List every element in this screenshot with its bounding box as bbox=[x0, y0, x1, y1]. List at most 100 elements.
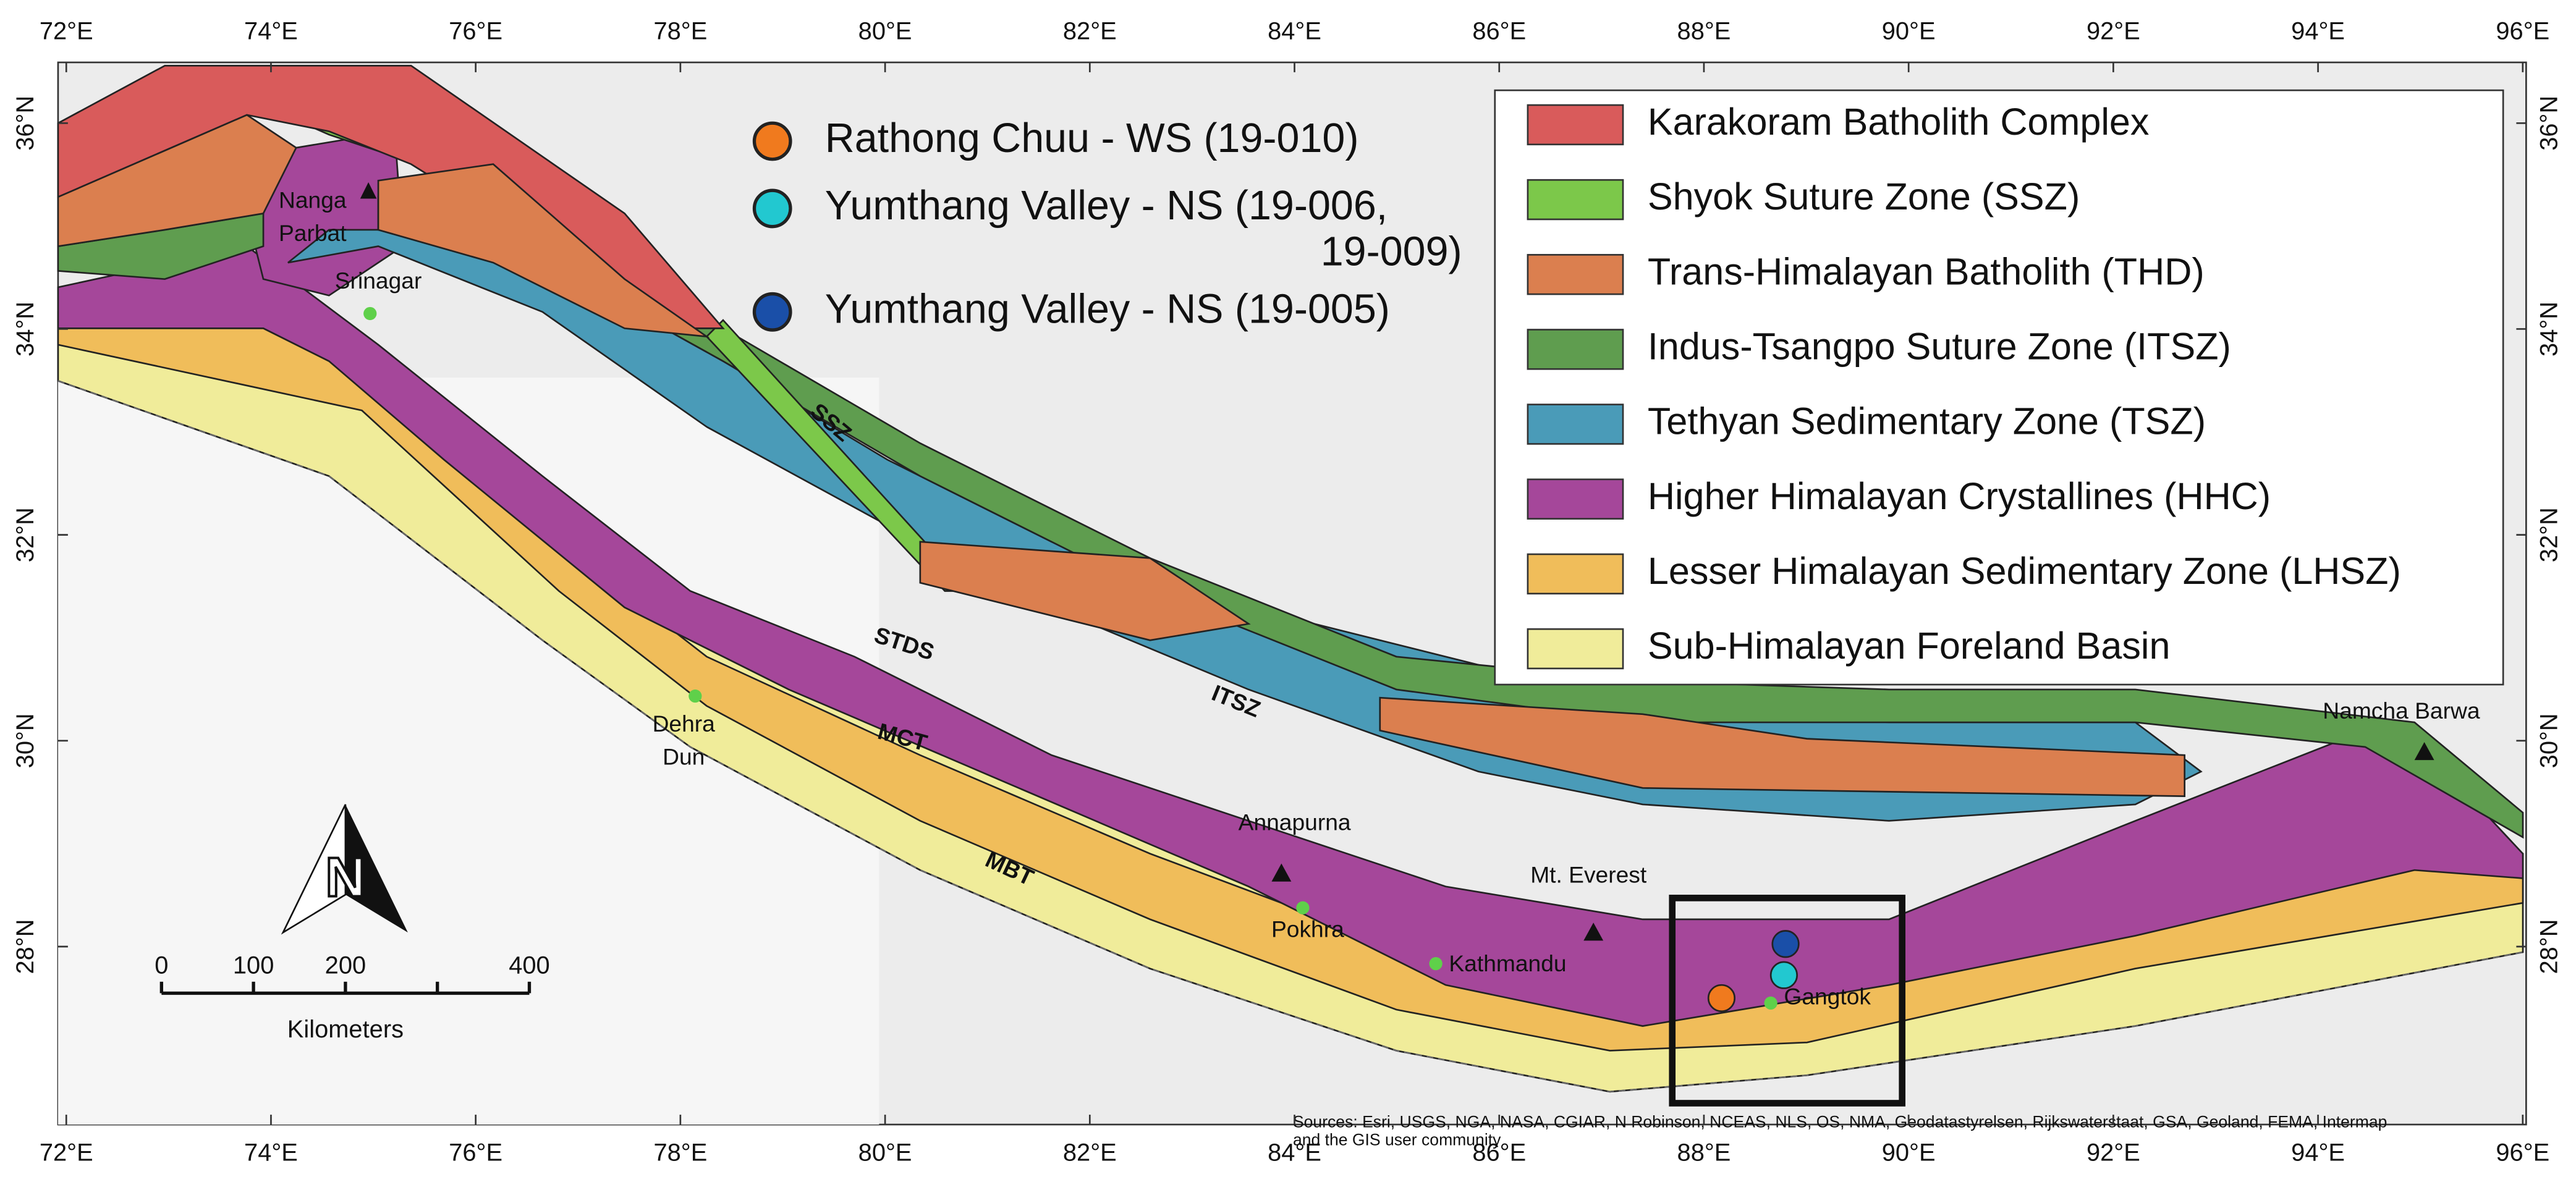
sample-marker bbox=[752, 292, 792, 332]
lon-label: 82°E bbox=[1063, 18, 1117, 45]
legend-label: Karakoram Batholith Complex bbox=[1648, 101, 2150, 143]
lon-label: 88°E bbox=[1677, 18, 1731, 45]
geology bbox=[57, 64, 2524, 1093]
sources: and the GIS user community bbox=[1293, 1131, 1501, 1149]
lat-label: 30°N bbox=[12, 713, 39, 768]
legend-swatch bbox=[1527, 478, 1624, 520]
lon-label: 86°E bbox=[1472, 18, 1526, 45]
lon-label: 72°E bbox=[40, 18, 93, 45]
thd-west bbox=[57, 114, 297, 248]
sample-point bbox=[1769, 961, 1798, 989]
scale-label: 200 bbox=[325, 952, 366, 979]
sample-label: Rathong Chuu - WS (19-010) bbox=[825, 116, 1359, 161]
sample-legend: Rathong Chuu - WS (19-010) Yumthang Valle… bbox=[752, 116, 1462, 332]
place-label: Nanga bbox=[279, 187, 347, 213]
lon-label: 76°E bbox=[449, 1139, 502, 1166]
north-label: N bbox=[325, 846, 365, 909]
lon-label: 78°E bbox=[653, 18, 707, 45]
lon-label: 86°E bbox=[1472, 1139, 1526, 1166]
lon-label: 96°E bbox=[2496, 1139, 2549, 1166]
lon-label: 80°E bbox=[858, 18, 912, 45]
place-label: Parbat bbox=[279, 220, 347, 246]
lon-label: 94°E bbox=[2291, 18, 2345, 45]
lat-label: 28°N bbox=[2536, 919, 2563, 974]
legend-label: Higher Himalayan Crystallines (HHC) bbox=[1648, 475, 2271, 517]
scale-label: 100 bbox=[233, 952, 274, 979]
peak bbox=[1583, 922, 1604, 941]
lat-label: 32°N bbox=[12, 507, 39, 562]
city bbox=[1764, 996, 1777, 1010]
thd-ladakh bbox=[377, 163, 710, 338]
peak bbox=[2414, 741, 2434, 761]
scale-label: 400 bbox=[509, 952, 549, 979]
place-label: Dehra bbox=[653, 711, 716, 737]
thd-east bbox=[1379, 696, 2186, 797]
legend-swatch bbox=[1527, 254, 1624, 295]
lon-label: 78°E bbox=[653, 1139, 707, 1166]
scale-label: 0 bbox=[155, 952, 168, 979]
legend: Karakoram Batholith Complex Shyok Suture … bbox=[1527, 101, 2401, 670]
legend-swatch bbox=[1527, 329, 1624, 370]
sample-point bbox=[1771, 930, 1800, 958]
hhc bbox=[57, 245, 2524, 1027]
city bbox=[363, 306, 377, 321]
thd-central bbox=[919, 541, 1251, 641]
lat-label: 30°N bbox=[2536, 713, 2563, 768]
lon-label: 90°E bbox=[1882, 18, 1936, 45]
study-area-box bbox=[1669, 895, 1906, 1107]
sample-label: Yumthang Valley - NS (19-006, bbox=[825, 183, 1388, 229]
lat-label: 34°N bbox=[12, 302, 39, 357]
lon-label: 82°E bbox=[1063, 1139, 1117, 1166]
legend-swatch bbox=[1527, 403, 1624, 445]
sample-label: 19-009) bbox=[1321, 229, 1462, 274]
sample-marker bbox=[752, 188, 792, 229]
legend-swatch bbox=[1527, 104, 1624, 146]
lat-label: 28°N bbox=[12, 919, 39, 974]
ssz bbox=[705, 319, 972, 592]
legend-box bbox=[1494, 89, 2504, 686]
scale-unit: Kilometers bbox=[287, 1016, 404, 1043]
legend-label: Tethyan Sedimentary Zone (TSZ) bbox=[1648, 400, 2206, 442]
lon-label: 90°E bbox=[1882, 1139, 1936, 1166]
lon-label: 94°E bbox=[2291, 1139, 2345, 1166]
place-label: Srinagar bbox=[335, 268, 422, 293]
sample-marker bbox=[752, 121, 792, 161]
graticule: 72°E 72°E 74°E 74°E 76°E 76°E 78°E 78°E 80°E 80°E… bbox=[12, 18, 2563, 1167]
place-label: Mt. Everest bbox=[1530, 862, 1647, 888]
peak bbox=[360, 182, 377, 199]
lon-label: 80°E bbox=[858, 1139, 912, 1166]
peak bbox=[1271, 863, 1292, 882]
legend-swatch bbox=[1527, 628, 1624, 670]
lon-label: 92°E bbox=[2087, 1139, 2140, 1166]
place-label: Gangtok bbox=[1784, 983, 1871, 1009]
mft-line bbox=[57, 380, 2523, 1093]
legend-label: Indus-Tsangpo Suture Zone (ITSZ) bbox=[1648, 326, 2231, 368]
place-label: Namcha Barwa bbox=[2323, 698, 2480, 724]
lon-label: 72°E bbox=[40, 1139, 93, 1166]
legend-label: Lesser Himalayan Sedimentary Zone (LHSZ) bbox=[1648, 550, 2401, 592]
place-label: Pokhra bbox=[1271, 916, 1344, 942]
lon-label: 84°E bbox=[1268, 1139, 1321, 1166]
legend-label: Trans-Himalayan Batholith (THD) bbox=[1648, 250, 2205, 292]
legend-swatch bbox=[1527, 553, 1624, 595]
lon-label: 76°E bbox=[449, 18, 502, 45]
place-label: Dun bbox=[663, 743, 705, 769]
lon-label: 74°E bbox=[244, 1139, 298, 1166]
sample-label: Yumthang Valley - NS (19-005) bbox=[825, 286, 1390, 332]
lat-label: 34°N bbox=[2536, 302, 2563, 357]
city bbox=[1296, 901, 1310, 914]
place-label: Kathmandu bbox=[1449, 950, 1566, 976]
city bbox=[1429, 956, 1443, 971]
lat-label: 36°N bbox=[12, 96, 39, 151]
sample-point bbox=[1707, 984, 1736, 1013]
lon-label: 96°E bbox=[2496, 18, 2549, 45]
sources: Sources: Esri, USGS, NGA, NASA, CGIAR, N… bbox=[1293, 1112, 2387, 1131]
scale-bar: Kilometers 0 100 200 400 bbox=[155, 952, 549, 1043]
lon-label: 88°E bbox=[1677, 1139, 1731, 1166]
place-label: Annapurna bbox=[1239, 809, 1351, 835]
lon-label: 74°E bbox=[244, 18, 298, 45]
legend-swatch bbox=[1527, 179, 1624, 221]
lon-label: 84°E bbox=[1268, 18, 1321, 45]
